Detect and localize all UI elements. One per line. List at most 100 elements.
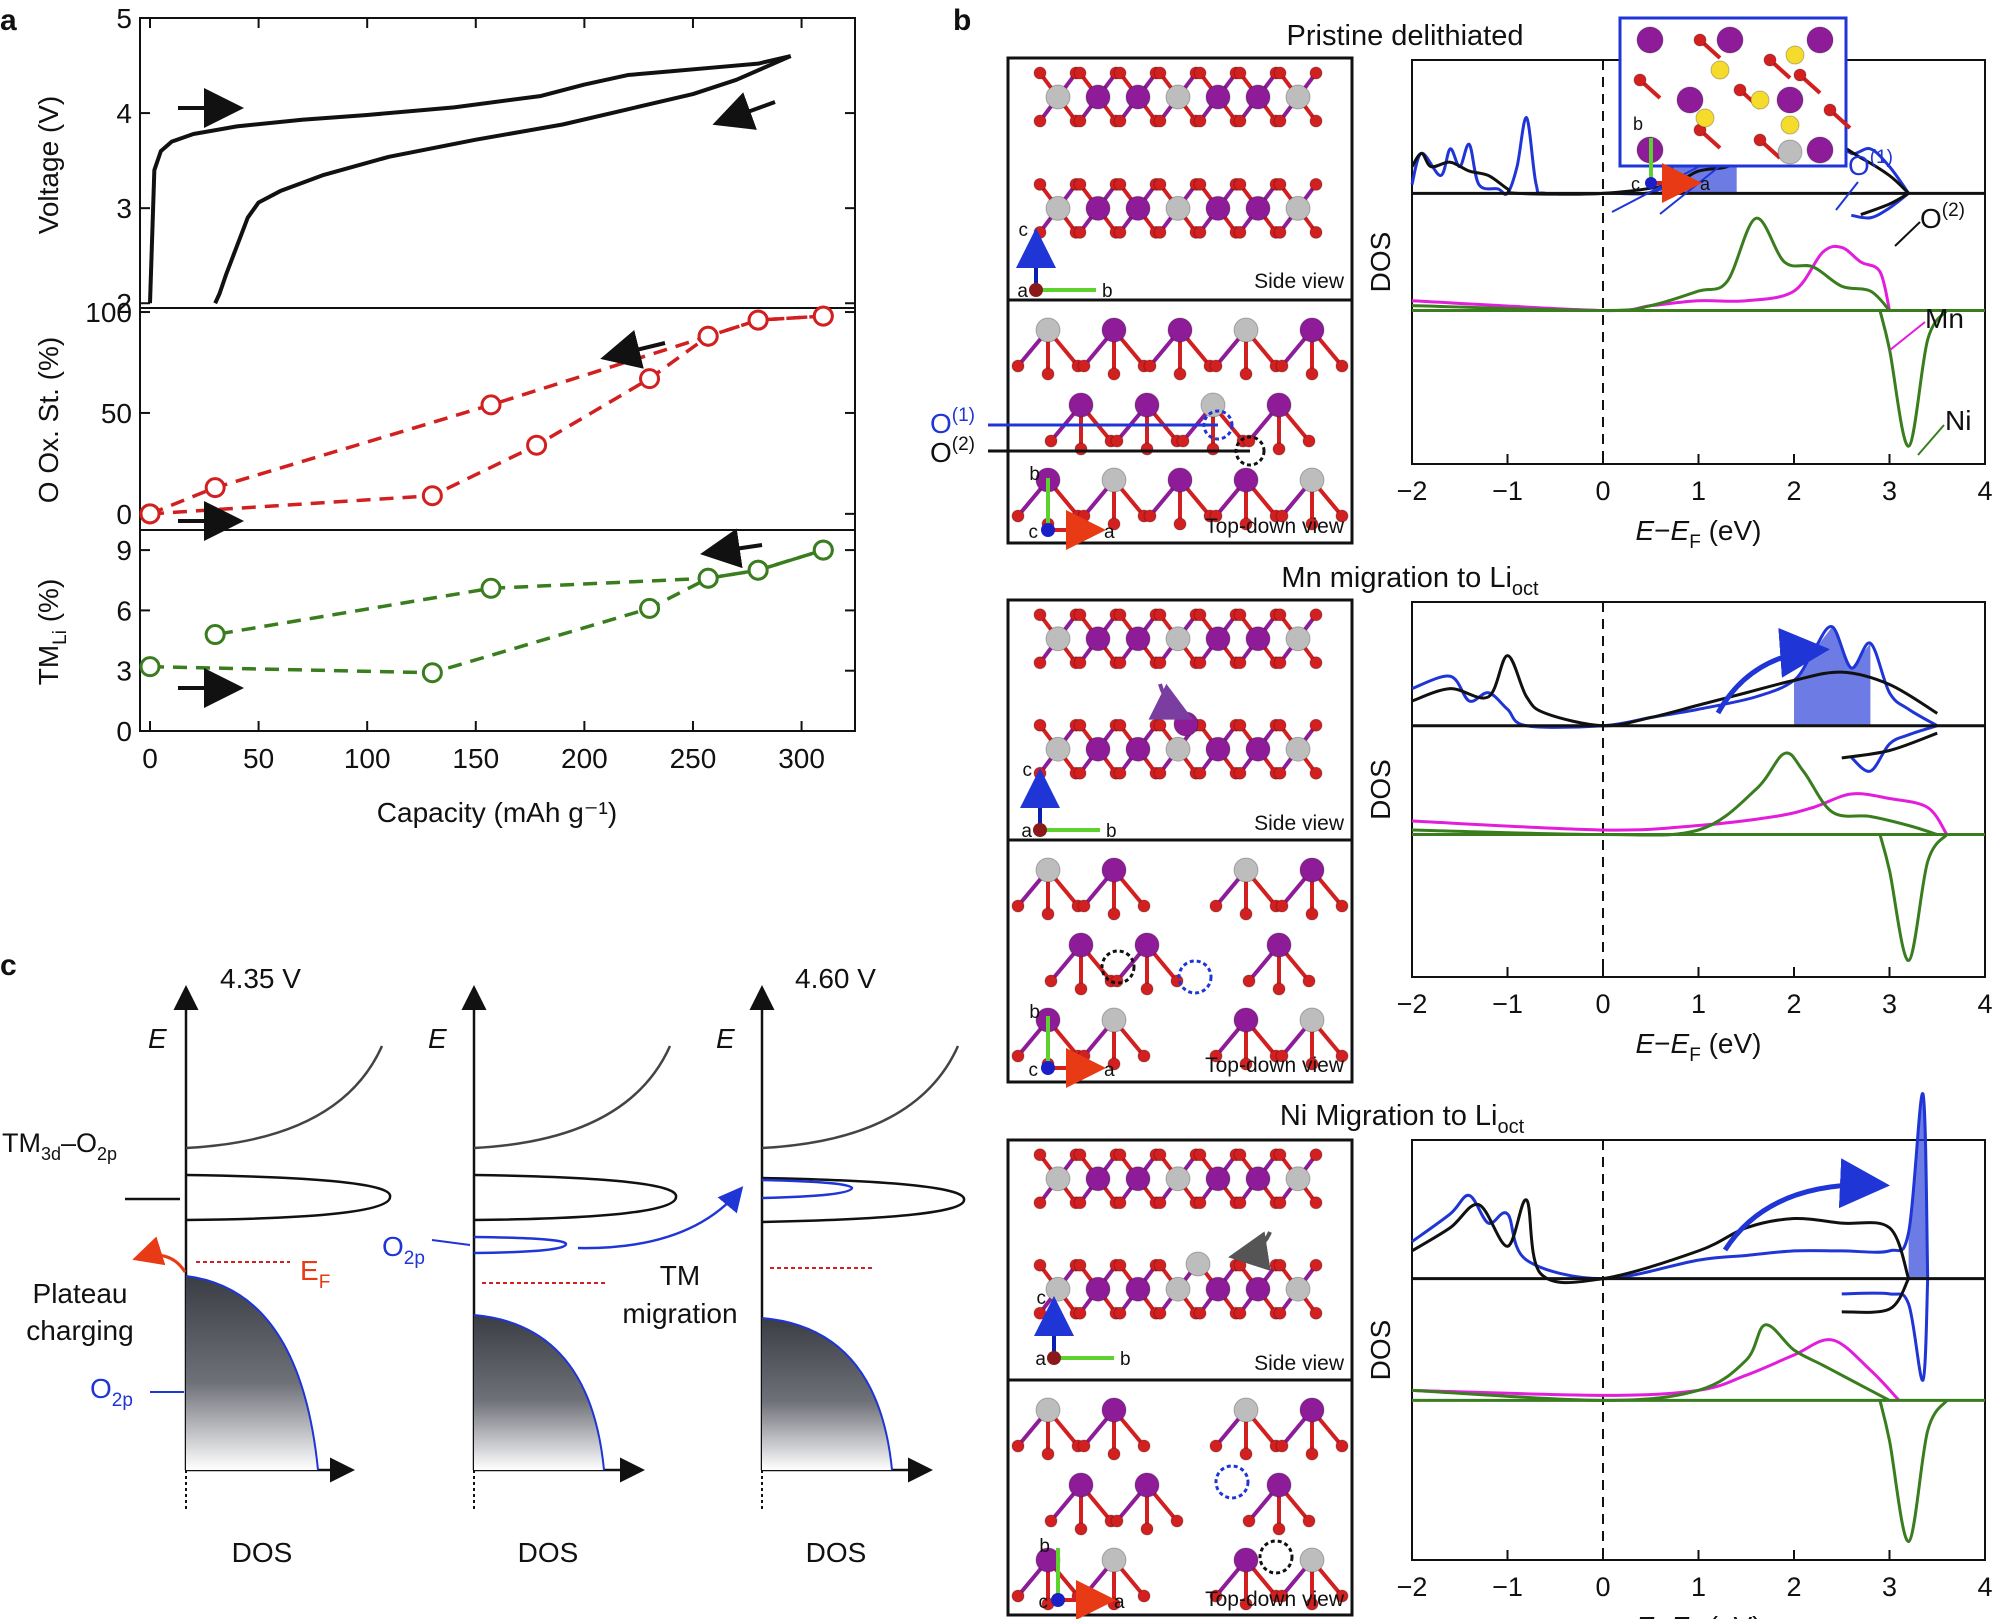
- nickel-atom: [1035, 857, 1061, 883]
- nickel-atom: [1045, 1276, 1071, 1302]
- oxygen-atom: [1077, 1049, 1091, 1063]
- oxygen-atom: [1073, 1196, 1087, 1210]
- band-diagram-1: E DOS EF Plateau charging O2p TM3d–O2p: [2, 985, 392, 1568]
- side-axes: c a b: [1034, 1288, 1131, 1370]
- tm-migration-label-2: migration: [622, 1298, 737, 1329]
- svg-text:c: c: [1019, 220, 1029, 241]
- oxygen-atom: [1011, 1049, 1025, 1063]
- manganese-atom: [1134, 1472, 1160, 1498]
- oxygen-atom: [1193, 656, 1207, 670]
- panel-a: a Voltage (V) O Ox. St. (%) TMLi (%) 2 3 4…: [0, 3, 856, 828]
- dos-shift-arrow-ni: [1722, 1158, 1890, 1252]
- oxygen-atom: [1113, 1148, 1127, 1162]
- manganese-atom: [1233, 1007, 1259, 1033]
- top-axes: b c a: [1029, 1002, 1115, 1088]
- o1-label: O(1): [930, 405, 975, 439]
- svg-text:a: a: [1104, 522, 1115, 543]
- y-tick-label: 5: [116, 3, 132, 34]
- dos-ylabel: DOS: [1365, 1320, 1396, 1381]
- oxygen-atom: [1233, 1196, 1247, 1210]
- ni-down-line: [1878, 309, 1949, 448]
- oxygen-atom: [1113, 225, 1127, 239]
- tm-migration-arrow: [577, 1186, 744, 1250]
- oxygen-atom: [1113, 608, 1127, 622]
- nickel-atom: [1045, 1166, 1071, 1192]
- manganese-atom: [1233, 467, 1259, 493]
- oxygen-atom: [1077, 899, 1091, 913]
- oxygen-atom: [1153, 1306, 1167, 1320]
- oxygen-atom: [1011, 899, 1025, 913]
- svg-text:a: a: [1017, 281, 1028, 302]
- y-tick-label: 4: [116, 98, 132, 129]
- crystal-side-view: [1033, 1148, 1323, 1320]
- charge-data-point: [139, 656, 161, 678]
- nickel-atom: [1233, 317, 1259, 343]
- dos-x-tick-label: −2: [1397, 989, 1428, 1019]
- panel-c-letter: c: [0, 949, 17, 982]
- manganese-atom: [1245, 1276, 1271, 1302]
- oxygen-atom: [1153, 1196, 1167, 1210]
- dos-xlabel-f: F: [1689, 1045, 1701, 1066]
- nickel-atom: [1285, 84, 1311, 110]
- inset-lattice: [1633, 26, 1852, 165]
- oxygen-atom: [1693, 33, 1707, 47]
- o2-down-line: [1841, 731, 1938, 760]
- energy-axis-label: E: [148, 1023, 167, 1054]
- oxygen-atom: [1077, 509, 1091, 523]
- o1-highlight: [1202, 409, 1234, 441]
- oxygen-atom: [1073, 608, 1087, 622]
- dos-x-tick-label: 4: [1977, 1572, 1992, 1602]
- structure-top-box: [1006, 1378, 1354, 1617]
- manganese-atom: [1233, 1547, 1259, 1573]
- mn-up-line: [1411, 792, 1949, 836]
- oxygen-atom: [1153, 608, 1167, 622]
- oxygen-atom: [1273, 177, 1287, 191]
- oxygen-atom: [1140, 982, 1154, 996]
- mn-up-line: [1411, 244, 1891, 313]
- manganese-atom: [1125, 1276, 1151, 1302]
- oxo-series: [139, 305, 834, 525]
- manganese-atom: [1806, 26, 1834, 54]
- dos-xlabel-e: E: [1635, 1028, 1654, 1059]
- migration-arrow: [1148, 683, 1194, 720]
- dos-xlabel-ef: E: [1671, 1028, 1690, 1059]
- oxygen-atom: [1272, 982, 1286, 996]
- y-tick-label: 0: [116, 499, 132, 530]
- oxygen-atom: [1153, 114, 1167, 128]
- manganese-atom: [1085, 1276, 1111, 1302]
- discharge-data-point: [697, 325, 719, 347]
- manganese-atom: [1125, 84, 1151, 110]
- oxygen-atom: [1033, 656, 1047, 670]
- oxygen-atom: [1113, 1306, 1127, 1320]
- oxygen-atom: [1309, 177, 1323, 191]
- oxygen-atom: [1305, 1447, 1319, 1461]
- oxygen-atom: [1044, 434, 1058, 448]
- oxygen-atom: [1107, 1447, 1121, 1461]
- panel-b-letter: b: [953, 4, 971, 37]
- oxygen-atom: [1170, 1514, 1184, 1528]
- mn-dos-leader: [1889, 321, 1926, 351]
- oxygen-atom: [1275, 359, 1289, 373]
- oxygen-atom: [1033, 1258, 1047, 1272]
- oxygen-atom: [1209, 1049, 1223, 1063]
- structure-pristine: Side view Top-down view c a b b c a: [930, 56, 1354, 550]
- svg-text:a: a: [1104, 1060, 1115, 1081]
- nickel-atom: [1165, 1166, 1191, 1192]
- ni-up-line: [1411, 1323, 1891, 1402]
- discharge-data-point: [204, 477, 226, 499]
- o2-dos-leader: [1894, 221, 1921, 247]
- capacity-xlabel: Capacity (mAh g⁻¹): [377, 797, 617, 828]
- oxygen-atom: [1073, 1258, 1087, 1272]
- oxygen-atom: [1233, 718, 1247, 732]
- oxygen-atom: [1170, 974, 1184, 988]
- top-view-label: Top-down view: [1205, 1588, 1345, 1611]
- nickel-atom: [1101, 467, 1127, 493]
- oxygen-atom: [1193, 177, 1207, 191]
- dos-xlabel-unit: (eV): [1701, 515, 1762, 546]
- nickel-atom: [1285, 195, 1311, 221]
- plateau-label-1: Plateau: [33, 1278, 128, 1309]
- oxygen-atom: [1033, 114, 1047, 128]
- x-tick-label: 0: [142, 743, 158, 774]
- side-view-label: Side view: [1254, 1352, 1345, 1375]
- oxygen-atom: [1110, 1514, 1124, 1528]
